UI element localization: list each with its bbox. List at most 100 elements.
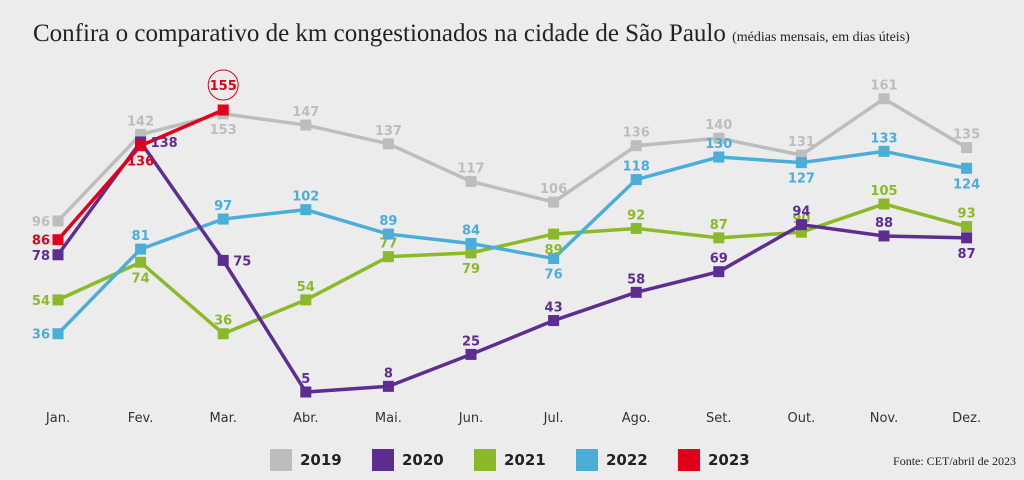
x-tick-label: Jul. — [543, 411, 564, 426]
data-label-2021: 87 — [710, 218, 728, 233]
x-tick-label: Dez. — [952, 411, 981, 426]
data-label-2019: 135 — [953, 128, 980, 143]
highlight-circle — [207, 69, 239, 101]
data-point-2019 — [52, 215, 64, 227]
data-label-2023: 86 — [32, 234, 50, 249]
data-label-2019: 142 — [127, 114, 154, 129]
data-point-2020 — [465, 348, 477, 360]
legend-item-2021: 2021 — [474, 449, 576, 471]
data-point-2019 — [878, 93, 890, 105]
data-label-2019: 137 — [375, 124, 402, 139]
data-point-2019 — [630, 140, 642, 152]
data-label-2022: 118 — [623, 160, 650, 175]
data-point-2019 — [961, 142, 973, 154]
data-point-2022 — [465, 237, 477, 249]
data-point-2022 — [713, 151, 725, 163]
x-tick-label: Ago. — [622, 411, 651, 426]
legend-swatch — [576, 449, 598, 471]
legend-item-2022: 2022 — [576, 449, 678, 471]
data-point-2022 — [217, 213, 229, 225]
data-point-2019 — [713, 132, 725, 144]
data-label-2019: 117 — [457, 161, 484, 176]
data-label-2019: 153 — [210, 123, 237, 138]
legend-label: 2022 — [606, 451, 648, 469]
legend-swatch — [678, 449, 700, 471]
data-label-2021: 54 — [297, 280, 315, 295]
subtitle-text: (médias mensais, em dias úteis) — [732, 30, 910, 45]
data-point-2021 — [630, 222, 642, 234]
data-point-2023 — [135, 140, 147, 152]
data-label-2022: 97 — [214, 199, 232, 214]
legend-label: 2019 — [300, 451, 342, 469]
data-label-2023: 155 — [210, 79, 237, 94]
data-point-2019 — [300, 119, 312, 131]
data-point-2019 — [465, 175, 477, 187]
data-point-2021 — [135, 256, 147, 268]
legend: 2019 2020 2021 2022 2023 — [270, 449, 780, 471]
legend-item-2020: 2020 — [372, 449, 474, 471]
data-point-2021 — [382, 251, 394, 263]
legend-label: 2021 — [504, 451, 546, 469]
data-label-2022: 84 — [462, 223, 480, 238]
data-label-2022: 133 — [870, 131, 897, 146]
title-text: Confira o comparativo de km congestionad… — [33, 20, 726, 47]
data-label-2019: 131 — [788, 135, 815, 150]
data-point-2021 — [217, 328, 229, 340]
data-label-2021: 74 — [132, 271, 150, 286]
legend-label: 2023 — [708, 451, 750, 469]
data-label-2019: 161 — [870, 79, 897, 94]
data-point-2021 — [961, 221, 973, 233]
legend-item-2019: 2019 — [270, 449, 372, 471]
data-label-2021: 93 — [958, 207, 976, 222]
x-tick-label: Set. — [706, 411, 731, 426]
data-label-2020: 87 — [958, 247, 976, 262]
data-point-2023 — [52, 234, 64, 246]
data-label-2020: 75 — [233, 254, 251, 269]
data-label-2023: 136 — [127, 155, 154, 170]
data-point-2020 — [713, 266, 725, 278]
series-line-2022 — [56, 149, 967, 335]
x-tick-label: Mar. — [209, 411, 236, 426]
data-label-2020: 94 — [792, 205, 810, 220]
data-label-2019: 96 — [32, 215, 50, 230]
series-line-2020 — [56, 138, 967, 394]
data-point-2021 — [465, 247, 477, 259]
x-tick-label: Nov. — [870, 411, 899, 426]
data-point-2019 — [135, 128, 147, 140]
data-label-2021: 105 — [870, 184, 897, 199]
legend-swatch — [474, 449, 496, 471]
data-point-2020 — [630, 286, 642, 298]
data-label-2020: 138 — [151, 136, 178, 151]
chart-title: Confira o comparativo de km congestionad… — [33, 20, 910, 48]
data-point-2019 — [795, 149, 807, 161]
data-label-2021: 77 — [379, 237, 397, 252]
data-point-2020 — [548, 315, 560, 327]
legend-swatch — [270, 449, 292, 471]
data-point-2020 — [795, 219, 807, 231]
data-label-2021: 79 — [462, 262, 480, 277]
data-point-2019 — [382, 138, 394, 150]
data-label-2022: 124 — [953, 177, 980, 192]
data-point-2021 — [713, 232, 725, 244]
x-tick-label: Mai. — [375, 411, 402, 426]
data-label-2020: 25 — [462, 334, 480, 349]
data-label-2019: 136 — [623, 126, 650, 141]
x-tick-label: Jan. — [45, 411, 70, 426]
data-label-2021: 92 — [627, 208, 645, 223]
data-point-2019 — [548, 196, 560, 208]
data-point-2022 — [135, 243, 147, 255]
data-label-2020: 78 — [32, 249, 50, 264]
data-label-2020: 43 — [545, 301, 563, 316]
data-point-2022 — [382, 228, 394, 240]
data-point-2023 — [217, 104, 229, 116]
data-label-2022: 81 — [132, 229, 150, 244]
legend-item-2023: 2023 — [678, 449, 780, 471]
data-point-2020 — [52, 249, 64, 261]
data-point-2022 — [548, 253, 560, 265]
data-label-2020: 69 — [710, 252, 728, 267]
legend-label: 2020 — [402, 451, 444, 469]
data-label-2022: 127 — [788, 172, 815, 187]
data-label-2019: 140 — [705, 118, 732, 133]
